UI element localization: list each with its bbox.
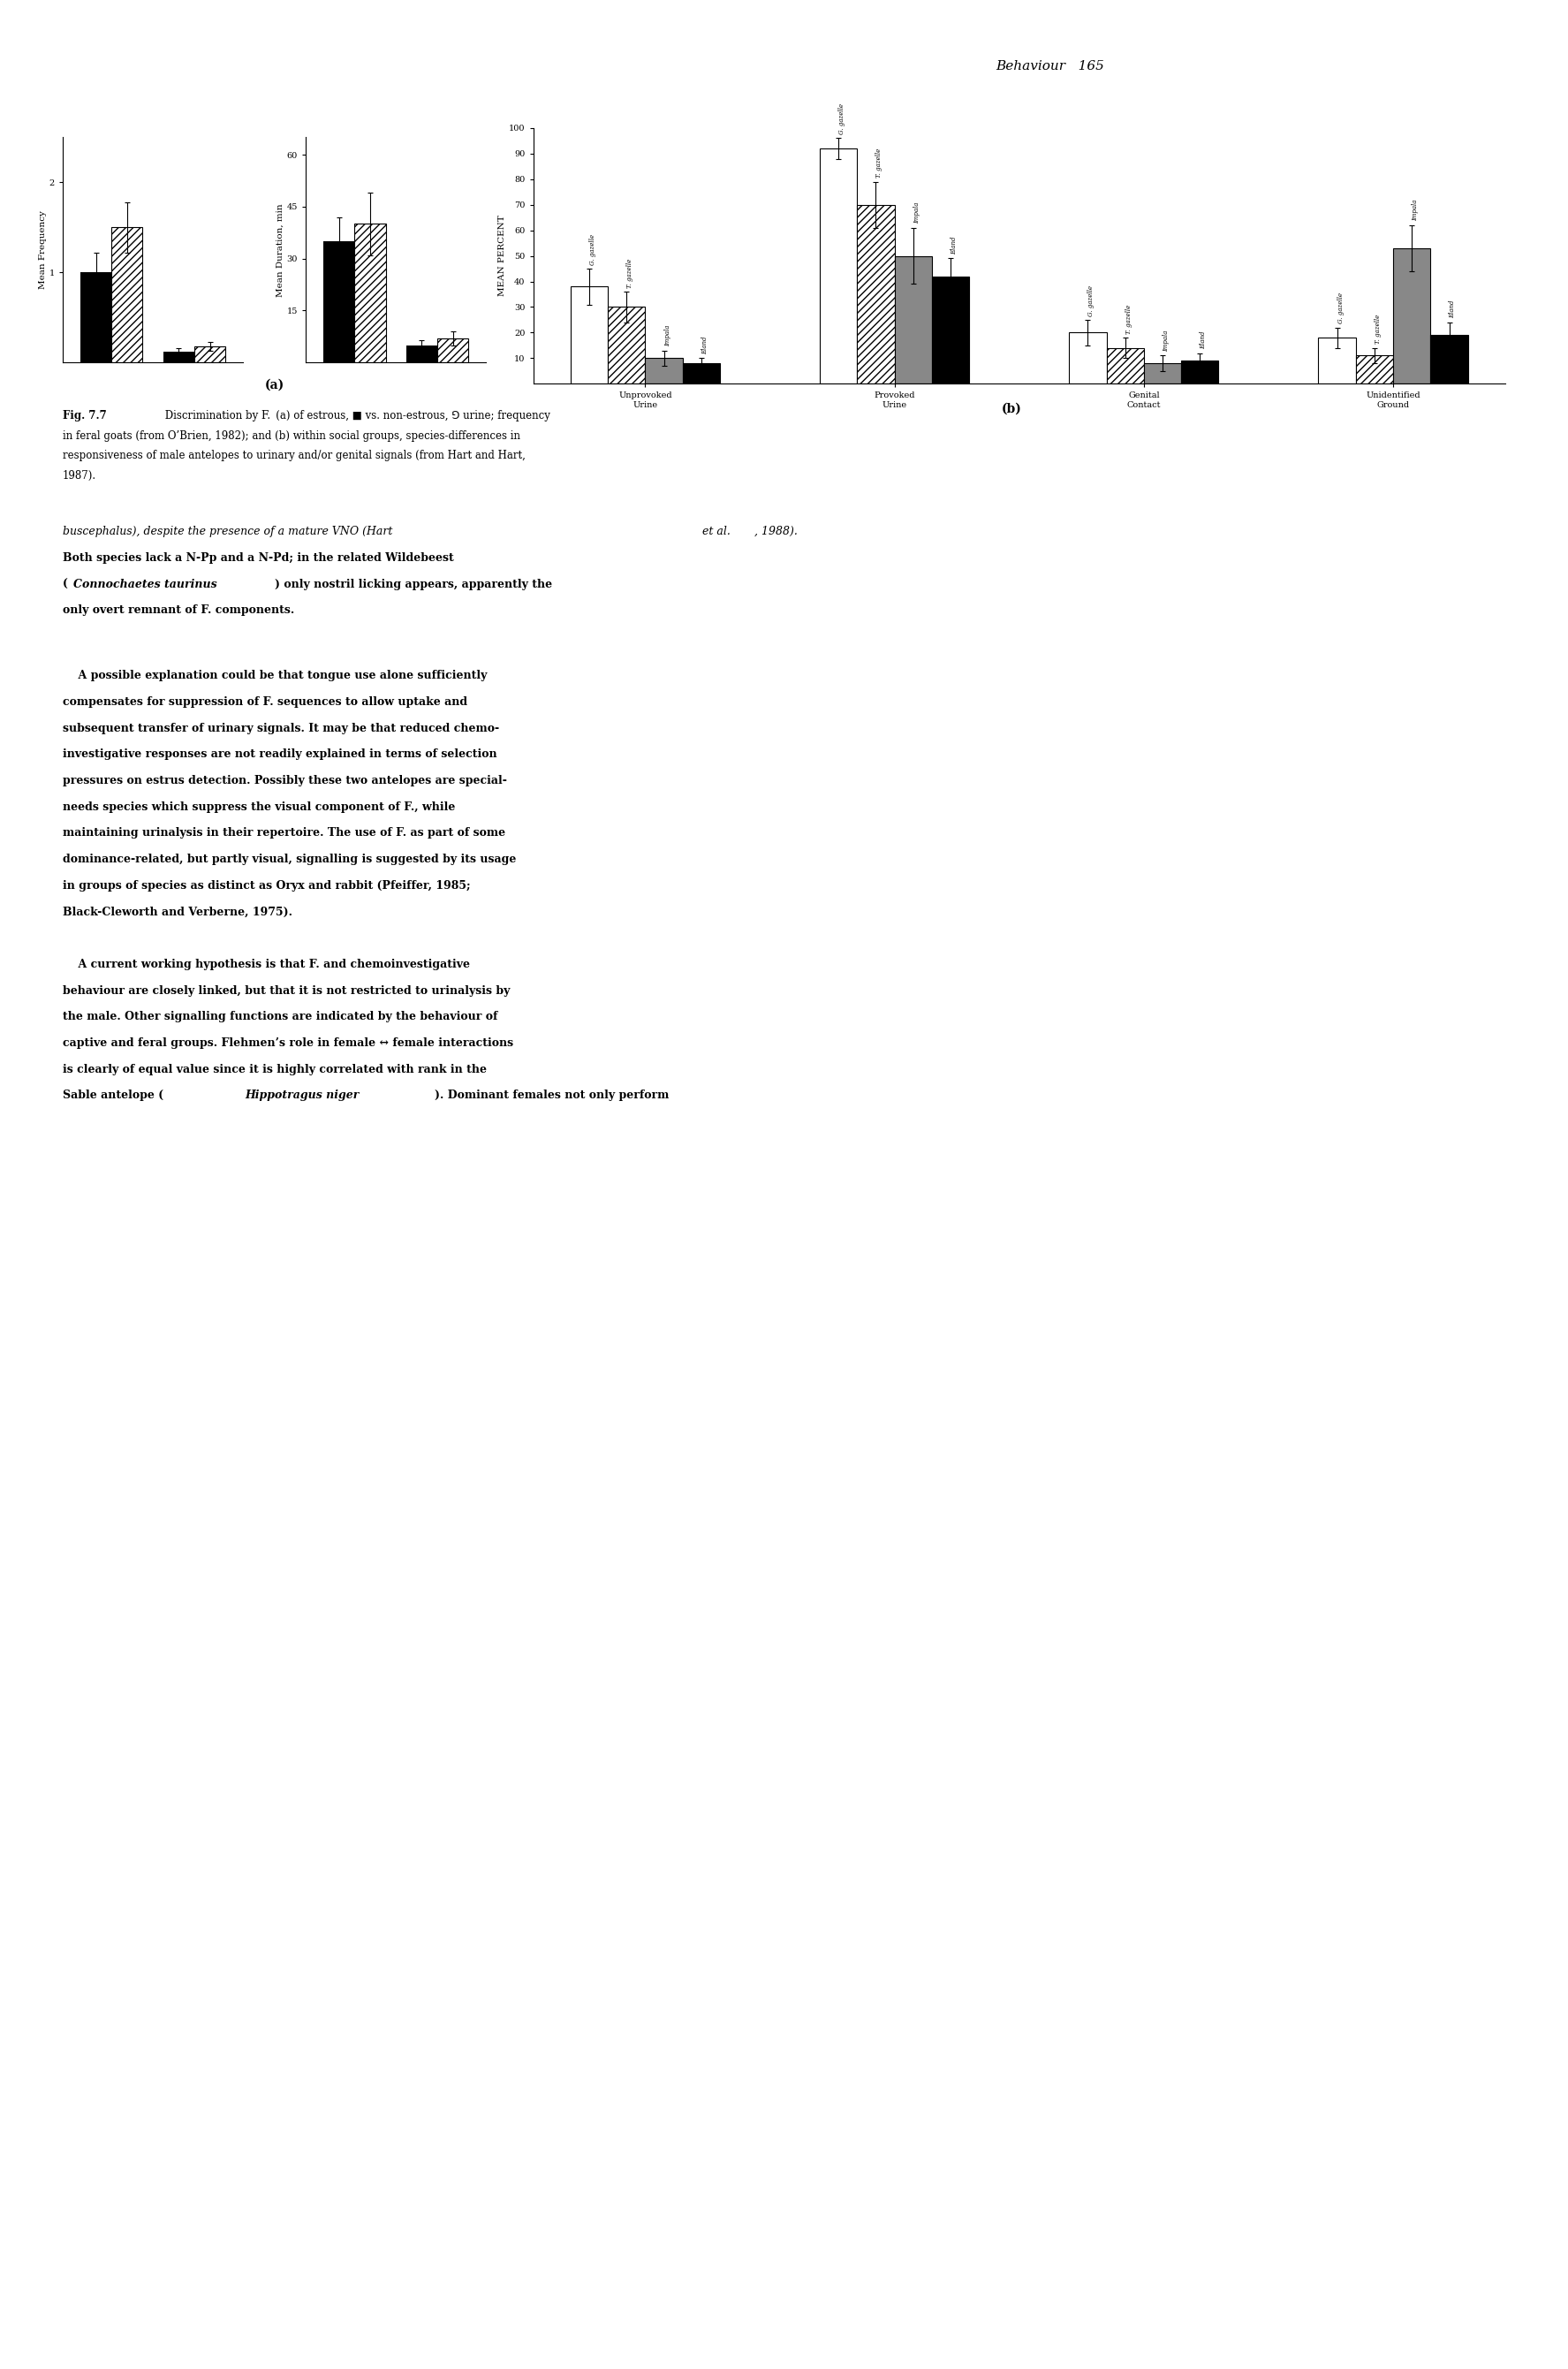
Text: (a): (a) (265, 379, 284, 391)
Bar (1143, 362, 1181, 384)
Bar (1319, 339, 1356, 384)
Text: behaviour are closely linked, but that it is not restricted to urinalysis by: behaviour are closely linked, but that i… (63, 986, 510, 997)
Text: Impala: Impala (1411, 199, 1419, 220)
Bar (194, 346, 226, 362)
Text: investigative responses are not readily explained in terms of selection: investigative responses are not readily … (63, 749, 497, 760)
Text: Sable antelope (: Sable antelope ( (63, 1090, 163, 1102)
Bar (1181, 360, 1218, 384)
Text: Impala: Impala (913, 201, 920, 225)
Y-axis label: Mean Frequency: Mean Frequency (39, 211, 47, 289)
Text: T. gazelle: T. gazelle (877, 149, 883, 178)
Text: Eland: Eland (950, 237, 958, 253)
Text: Eland: Eland (701, 336, 709, 355)
Text: in feral goats (from O’Brien, 1982); and (b) within social groups, species-diffe: in feral goats (from O’Brien, 1982); and… (63, 429, 521, 441)
Text: A possible explanation could be that tongue use alone sufficiently: A possible explanation could be that ton… (63, 670, 488, 682)
Bar (858, 204, 895, 384)
Bar (1356, 355, 1392, 384)
Bar (1392, 249, 1430, 384)
Bar (323, 242, 354, 362)
Text: Connochaetes taurinus: Connochaetes taurinus (74, 578, 218, 590)
Text: needs species which suppress the visual component of F., while: needs species which suppress the visual … (63, 801, 455, 813)
Text: Fig. 7.7: Fig. 7.7 (63, 410, 107, 422)
Text: Hippotragus niger: Hippotragus niger (245, 1090, 359, 1102)
Text: et al.: et al. (702, 526, 731, 538)
Text: G. gazelle: G. gazelle (1338, 294, 1344, 325)
Text: (b): (b) (1002, 403, 1021, 415)
Text: Impala: Impala (663, 325, 671, 346)
Text: is clearly of equal value since it is highly correlated with rank in the: is clearly of equal value since it is hi… (63, 1064, 486, 1076)
Text: maintaining urinalysis in their repertoire. The use of F. as part of some: maintaining urinalysis in their repertoi… (63, 827, 505, 839)
Text: , 1988).: , 1988). (754, 526, 798, 538)
Bar (437, 339, 469, 362)
Bar (1430, 334, 1468, 384)
Text: T. gazelle: T. gazelle (1126, 306, 1132, 334)
Bar (1107, 348, 1143, 384)
Text: buscephalus), despite the presence of a mature VNO (Hart: buscephalus), despite the presence of a … (63, 526, 398, 538)
Text: T. gazelle: T. gazelle (627, 258, 633, 287)
Bar (931, 277, 969, 384)
Text: pressures on estrus detection. Possibly these two antelopes are special-: pressures on estrus detection. Possibly … (63, 775, 506, 787)
Text: subsequent transfer of urinary signals. It may be that reduced chemo-: subsequent transfer of urinary signals. … (63, 723, 499, 734)
Bar (820, 149, 858, 384)
Text: the male. Other signalling functions are indicated by the behaviour of: the male. Other signalling functions are… (63, 1012, 497, 1023)
Bar (646, 358, 682, 384)
Bar (406, 346, 437, 362)
Text: in groups of species as distinct as Oryx and rabbit (Pfeiffer, 1985;: in groups of species as distinct as Oryx… (63, 879, 470, 891)
Text: G. gazelle: G. gazelle (839, 104, 845, 135)
Bar (608, 308, 646, 384)
Y-axis label: Mean Duration, min: Mean Duration, min (276, 204, 284, 296)
Text: Both species lack a N-Pp and a N-Pd; in the related Wildebeest: Both species lack a N-Pp and a N-Pd; in … (63, 552, 453, 564)
Text: dominance-related, but partly visual, signalling is suggested by its usage: dominance-related, but partly visual, si… (63, 853, 516, 865)
Bar (682, 362, 720, 384)
Text: compensates for suppression of F. sequences to allow uptake and: compensates for suppression of F. sequen… (63, 696, 467, 708)
Text: Eland: Eland (1200, 332, 1207, 348)
Text: (: ( (63, 578, 67, 590)
Text: captive and feral groups. Flehmen’s role in female ↔ female interactions: captive and feral groups. Flehmen’s role… (63, 1038, 513, 1049)
Text: Behaviour   165: Behaviour 165 (996, 59, 1104, 73)
Text: only overt remnant of F. components.: only overt remnant of F. components. (63, 604, 295, 616)
Bar (354, 225, 386, 362)
Bar (895, 256, 931, 384)
Text: Eland: Eland (1449, 301, 1457, 317)
Bar (1069, 332, 1107, 384)
Text: responsiveness of male antelopes to urinary and/or genital signals (from Hart an: responsiveness of male antelopes to urin… (63, 450, 525, 462)
Text: ) only nostril licking appears, apparently the: ) only nostril licking appears, apparent… (274, 578, 552, 590)
Bar (80, 272, 111, 362)
Text: Black-Cleworth and Verberne, 1975).: Black-Cleworth and Verberne, 1975). (63, 907, 292, 917)
Bar (163, 351, 194, 362)
Text: A current working hypothesis is that F. and chemoinvestigative: A current working hypothesis is that F. … (63, 959, 470, 971)
Text: G. gazelle: G. gazelle (590, 235, 596, 265)
Text: ). Dominant females not only perform: ). Dominant females not only perform (434, 1090, 670, 1102)
Text: G. gazelle: G. gazelle (1088, 284, 1094, 315)
Bar (111, 227, 143, 362)
Y-axis label: MEAN PERCENT: MEAN PERCENT (499, 216, 506, 296)
Text: Impala: Impala (1162, 329, 1170, 353)
Bar (571, 287, 608, 384)
Text: Discrimination by F.  (a) of estrous, ■ vs. non-estrous, ⅁ urine; frequency: Discrimination by F. (a) of estrous, ■ v… (162, 410, 550, 422)
Text: T. gazelle: T. gazelle (1375, 315, 1381, 344)
Text: 1987).: 1987). (63, 469, 96, 481)
